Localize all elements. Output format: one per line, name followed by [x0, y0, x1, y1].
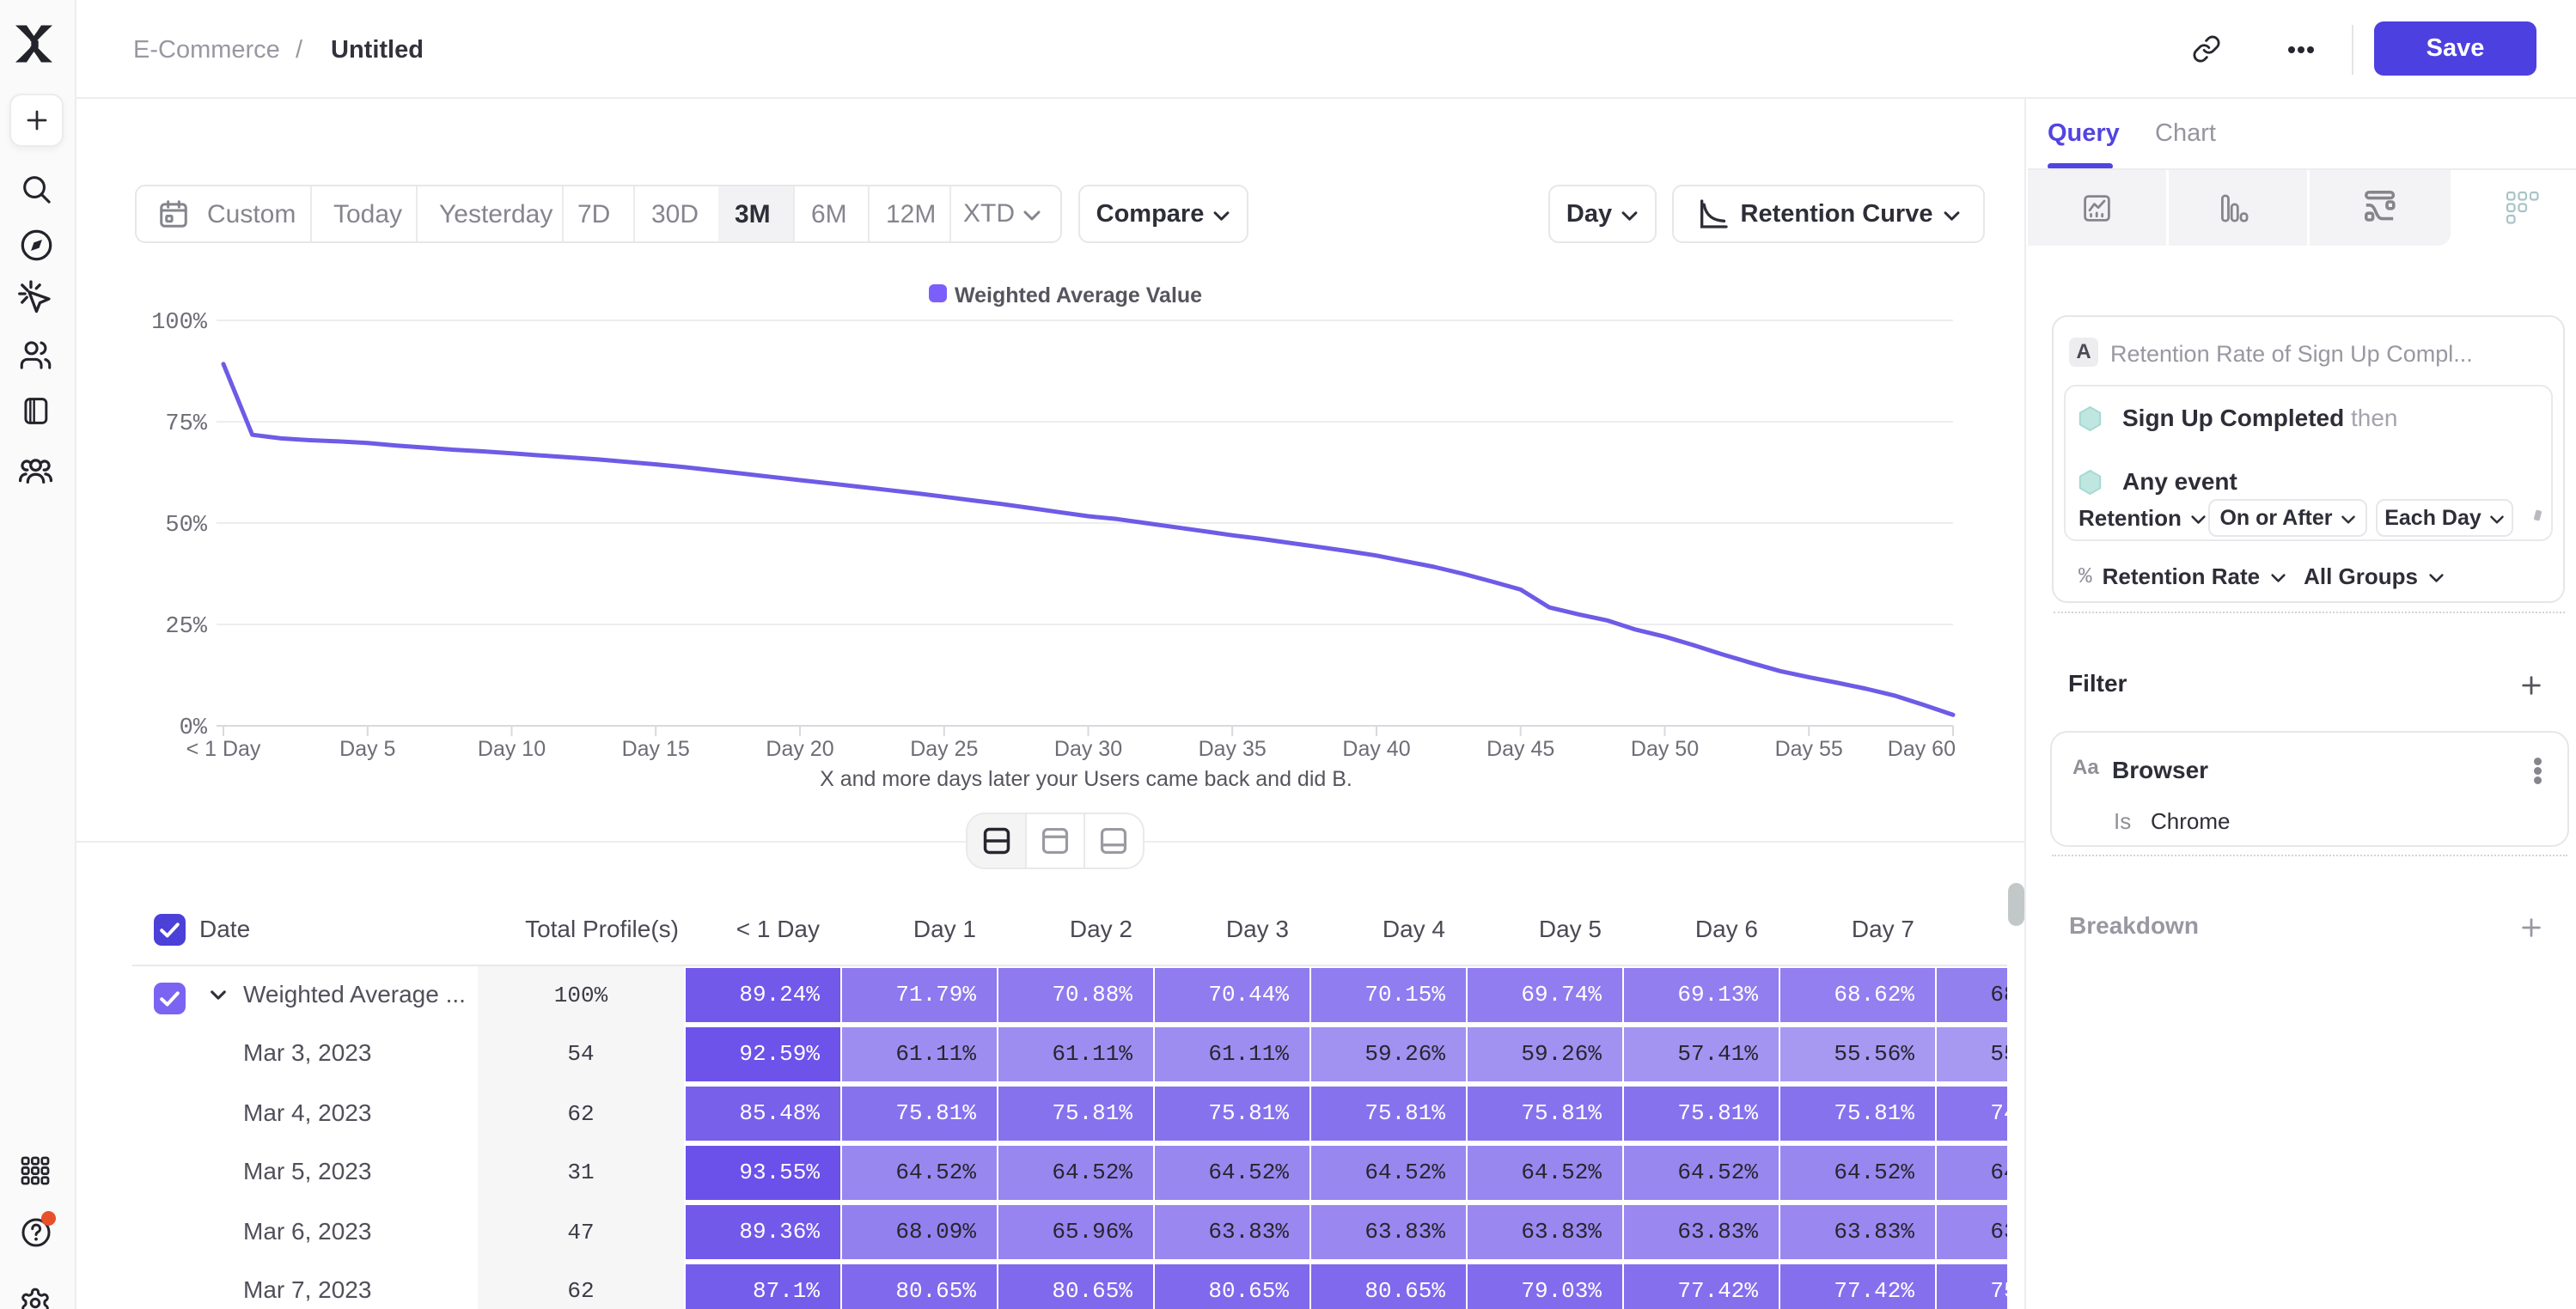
svg-text:Day 45: Day 45: [1486, 737, 1554, 761]
svg-text:Day 40: Day 40: [1342, 737, 1410, 761]
svg-text:Day 55: Day 55: [1775, 737, 1843, 761]
svg-text:Day 30: Day 30: [1054, 737, 1122, 761]
svg-text:75%: 75%: [165, 411, 207, 437]
svg-text:Day 50: Day 50: [1631, 737, 1699, 761]
svg-text:Day 20: Day 20: [766, 737, 833, 761]
svg-text:0%: 0%: [180, 715, 208, 741]
svg-text:Day 15: Day 15: [622, 737, 690, 761]
svg-text:25%: 25%: [165, 614, 207, 640]
svg-text:50%: 50%: [165, 513, 207, 539]
svg-text:Day 60: Day 60: [1888, 737, 1956, 761]
svg-text:< 1 Day: < 1 Day: [186, 737, 261, 761]
svg-text:100%: 100%: [151, 310, 208, 336]
svg-text:Day 25: Day 25: [910, 737, 978, 761]
svg-text:Day 10: Day 10: [478, 737, 546, 761]
svg-text:Day 35: Day 35: [1199, 737, 1267, 761]
svg-text:Day 5: Day 5: [339, 737, 395, 761]
